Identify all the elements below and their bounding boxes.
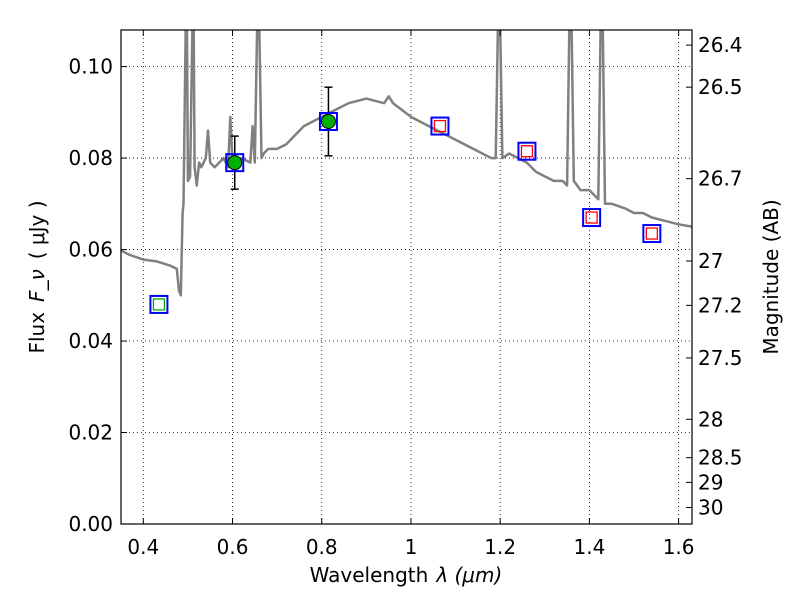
data-point-box (430, 116, 450, 136)
y2-tick-label: 27 (698, 249, 723, 273)
plot-area (121, 30, 692, 314)
y2-axis-title: Magnitude (AB) (759, 199, 783, 354)
model-spectrum (121, 30, 692, 297)
data-point-box (642, 224, 662, 244)
x-axis-title: Wavelength λ (μm) (310, 563, 503, 587)
y2-tick-label: 27.2 (698, 293, 743, 317)
y-tick-label: 0.06 (68, 238, 113, 262)
x-tick-label: 0.6 (217, 535, 249, 559)
data-point (520, 145, 534, 158)
y-tick-label: 0.08 (68, 146, 113, 170)
y2-tick-label: 26.5 (698, 75, 743, 99)
x-tick-label: 0.8 (306, 535, 338, 559)
y2-tick-label: 28 (698, 407, 723, 431)
y-axis-left: 0.00 0.02 0.04 0.06 0.08 0.10 (68, 55, 127, 536)
plot-frame (120, 29, 693, 525)
data-point-box (517, 141, 537, 161)
data-points (149, 86, 662, 314)
x-tick-label: 1 (405, 535, 418, 559)
data-point (320, 113, 336, 129)
x-tick-label: 1.4 (573, 535, 605, 559)
y2-tick-label: 28.5 (698, 446, 743, 470)
y2-tick-label: 30 (698, 496, 723, 520)
x-tick-label: 1.6 (663, 535, 695, 559)
x-tick-label: 0.4 (127, 535, 159, 559)
y-tick-label: 0.10 (68, 55, 113, 79)
y-axis-title: FluxF_ν( μJy ) (25, 200, 49, 353)
y-tick-label: 0.02 (68, 421, 113, 445)
x-axis: 0.4 0.6 0.8 1 1.2 1.4 1.6 (127, 30, 695, 559)
data-point (227, 155, 243, 171)
data-point-box (149, 294, 169, 314)
x-tick-label: 1.2 (484, 535, 516, 559)
data-point (645, 227, 659, 240)
y2-tick-label: 26.4 (698, 33, 743, 57)
model-spectrum-line (121, 30, 692, 297)
data-point (585, 211, 598, 224)
y2-tick-label: 27.5 (698, 346, 743, 370)
data-point-box (582, 208, 602, 228)
y-tick-label: 0.04 (68, 329, 113, 353)
data-point-box (318, 111, 338, 131)
y-tick-label: 0.00 (68, 512, 113, 536)
data-point (152, 298, 166, 311)
grid (121, 30, 692, 525)
data-point (433, 119, 447, 133)
data-point-box (225, 153, 245, 173)
y2-tick-label: 29 (698, 470, 723, 494)
y2-tick-label: 26.7 (698, 167, 743, 191)
